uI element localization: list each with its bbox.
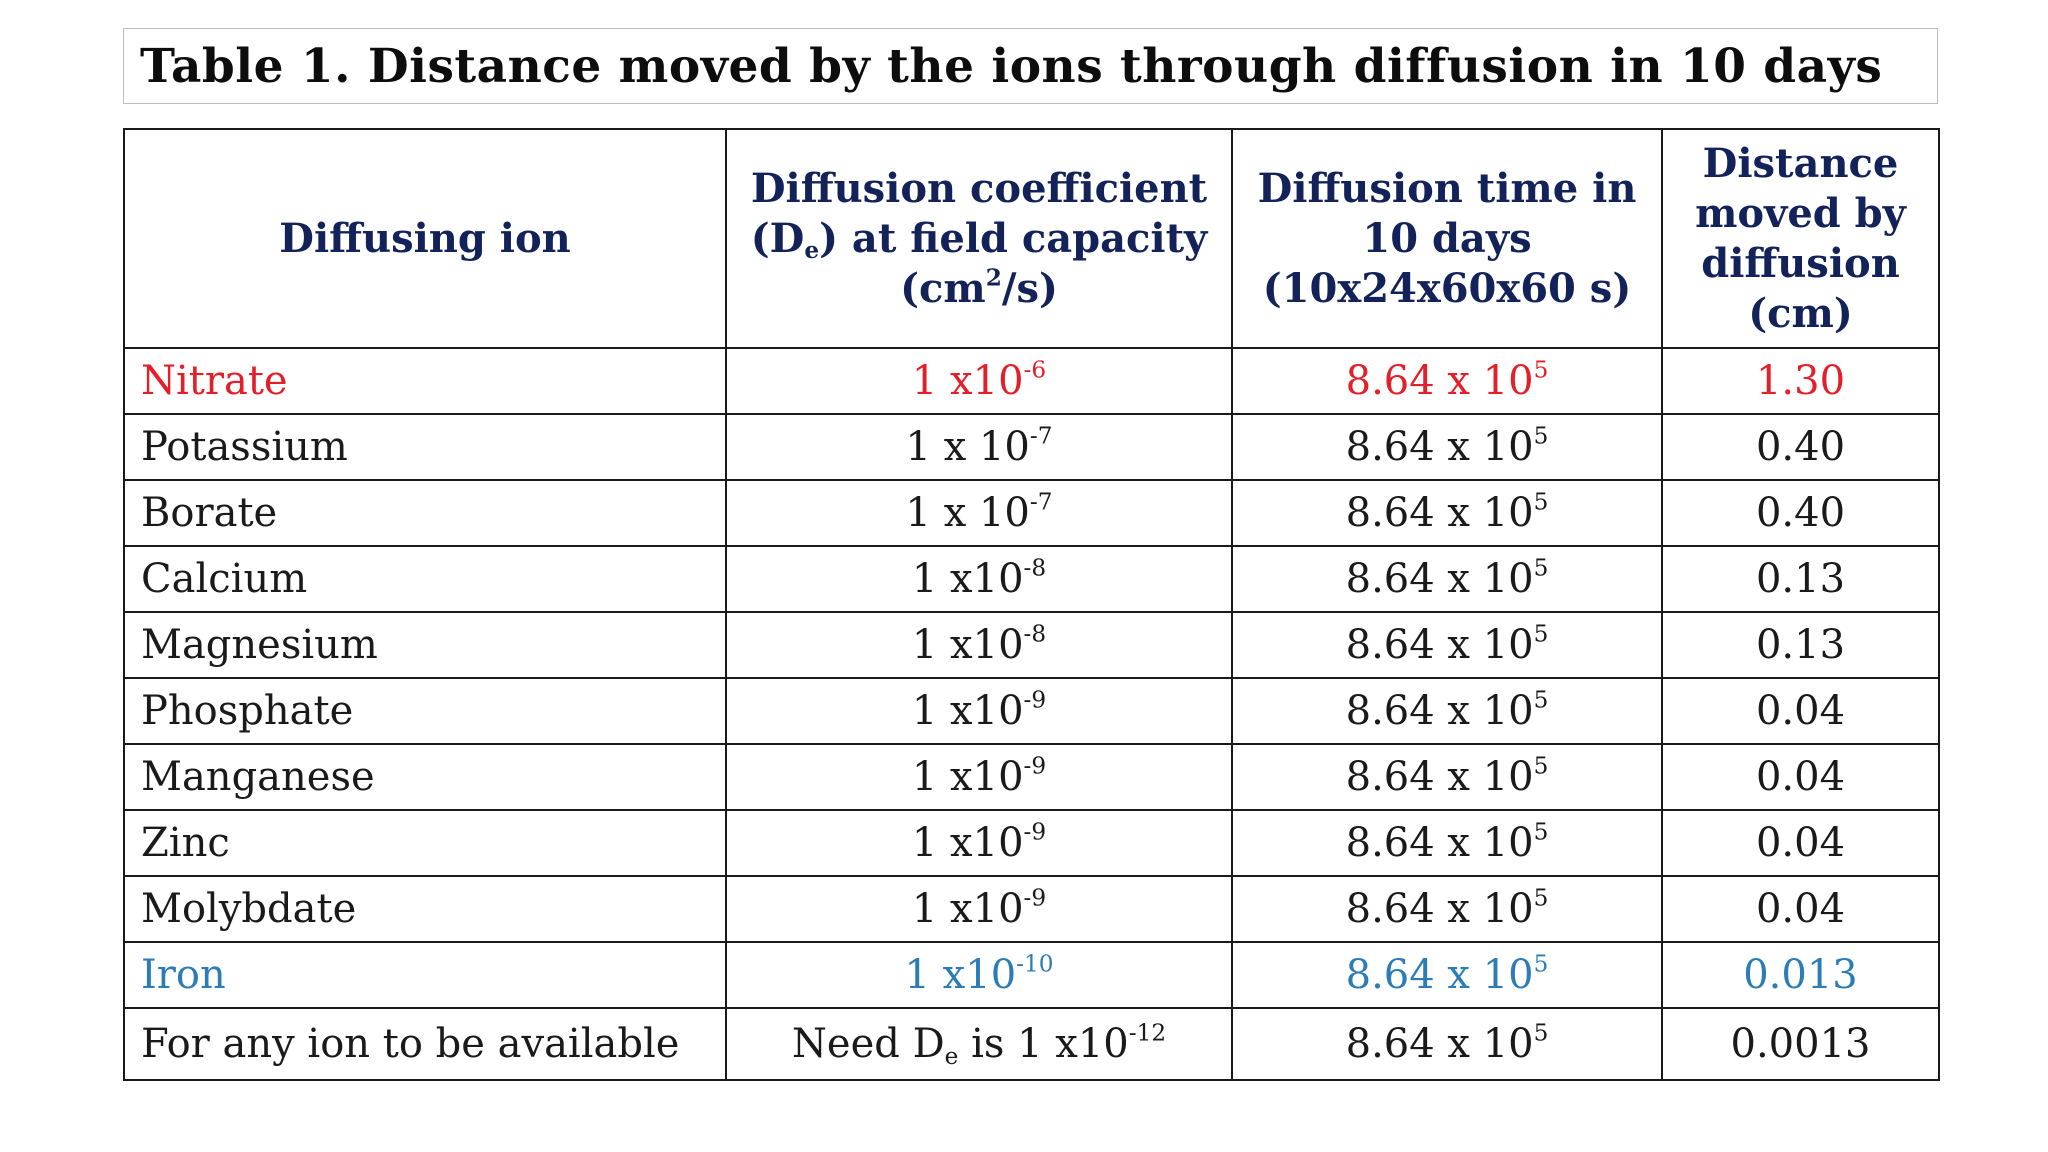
- table-row: Magnesium 1 x10-8 8.64 x 105 0.13: [123, 611, 1940, 679]
- table-row: Potassium 1 x 10-7 8.64 x 105 0.40: [123, 413, 1940, 481]
- table-row-availability: For any ion to be available Need De is 1…: [123, 1007, 1940, 1081]
- time-cell: 8.64 x 105: [1231, 677, 1663, 745]
- time-cell: 8.64 x 105: [1231, 347, 1663, 415]
- distance-cell: 0.13: [1661, 545, 1940, 613]
- header-row: Diffusing ion Diffusion coefficient (De)…: [123, 128, 1940, 349]
- distance-cell: 0.0013: [1661, 1007, 1940, 1081]
- ion-cell: Manganese: [123, 743, 727, 811]
- ion-cell: Phosphate: [123, 677, 727, 745]
- distance-cell: 0.04: [1661, 743, 1940, 811]
- ion-cell: For any ion to be available: [123, 1007, 727, 1081]
- distance-cell: 0.04: [1661, 677, 1940, 745]
- coefficient-cell: 1 x 10-7: [725, 413, 1233, 481]
- time-cell: 8.64 x 105: [1231, 743, 1663, 811]
- coefficient-cell: 1 x10-10: [725, 941, 1233, 1009]
- time-cell: 8.64 x 105: [1231, 809, 1663, 877]
- distance-cell: 0.013: [1661, 941, 1940, 1009]
- table-row: Iron 1 x10-10 8.64 x 105 0.013: [123, 941, 1940, 1009]
- coefficient-cell: 1 x10-8: [725, 611, 1233, 679]
- time-cell: 8.64 x 105: [1231, 479, 1663, 547]
- distance-cell: 0.40: [1661, 479, 1940, 547]
- table-title: Table 1. Distance moved by the ions thro…: [140, 38, 1883, 94]
- time-cell: 8.64 x 105: [1231, 413, 1663, 481]
- ion-cell: Calcium: [123, 545, 727, 613]
- ion-diffusion-table: Diffusing ion Diffusion coefficient (De)…: [123, 128, 1940, 1081]
- table-title-box: Table 1. Distance moved by the ions thro…: [123, 28, 1938, 104]
- ion-cell: Nitrate: [123, 347, 727, 415]
- header-diffusion-coefficient: Diffusion coefficient (De) at field capa…: [725, 128, 1233, 349]
- distance-cell: 0.13: [1661, 611, 1940, 679]
- coefficient-cell: 1 x10-9: [725, 875, 1233, 943]
- ion-cell: Molybdate: [123, 875, 727, 943]
- header-distance-moved: Distance moved by diffusion (cm): [1661, 128, 1940, 349]
- time-cell: 8.64 x 105: [1231, 875, 1663, 943]
- time-cell: 8.64 x 105: [1231, 611, 1663, 679]
- ion-cell: Potassium: [123, 413, 727, 481]
- ion-cell: Zinc: [123, 809, 727, 877]
- coefficient-cell: 1 x10-9: [725, 743, 1233, 811]
- table-row: Nitrate 1 x10-6 8.64 x 105 1.30: [123, 347, 1940, 415]
- ion-cell: Borate: [123, 479, 727, 547]
- distance-cell: 0.04: [1661, 809, 1940, 877]
- coefficient-cell: 1 x 10-7: [725, 479, 1233, 547]
- coefficient-cell: 1 x10-6: [725, 347, 1233, 415]
- table-body: Nitrate 1 x10-6 8.64 x 105 1.30 Potassium 1 x…: [123, 347, 1940, 1081]
- table-row: Borate 1 x 10-7 8.64 x 105 0.40: [123, 479, 1940, 547]
- time-cell: 8.64 x 105: [1231, 545, 1663, 613]
- distance-cell: 0.40: [1661, 413, 1940, 481]
- header-diffusing-ion: Diffusing ion: [123, 128, 727, 349]
- ion-cell: Magnesium: [123, 611, 727, 679]
- coefficient-cell: 1 x10-8: [725, 545, 1233, 613]
- table-row: Calcium 1 x10-8 8.64 x 105 0.13: [123, 545, 1940, 613]
- ion-cell: Iron: [123, 941, 727, 1009]
- distance-cell: 0.04: [1661, 875, 1940, 943]
- table-row: Phosphate 1 x10-9 8.64 x 105 0.04: [123, 677, 1940, 745]
- time-cell: 8.64 x 105: [1231, 1007, 1663, 1081]
- time-cell: 8.64 x 105: [1231, 941, 1663, 1009]
- coefficient-cell: 1 x10-9: [725, 677, 1233, 745]
- header-diffusion-time: Diffusion time in 10 days (10x24x60x60 s…: [1231, 128, 1663, 349]
- table-row: Molybdate 1 x10-9 8.64 x 105 0.04: [123, 875, 1940, 943]
- table-row: Manganese 1 x10-9 8.64 x 105 0.04: [123, 743, 1940, 811]
- coefficient-cell: Need De is 1 x10-12: [725, 1007, 1233, 1081]
- table-row: Zinc 1 x10-9 8.64 x 105 0.04: [123, 809, 1940, 877]
- distance-cell: 1.30: [1661, 347, 1940, 415]
- coefficient-cell: 1 x10-9: [725, 809, 1233, 877]
